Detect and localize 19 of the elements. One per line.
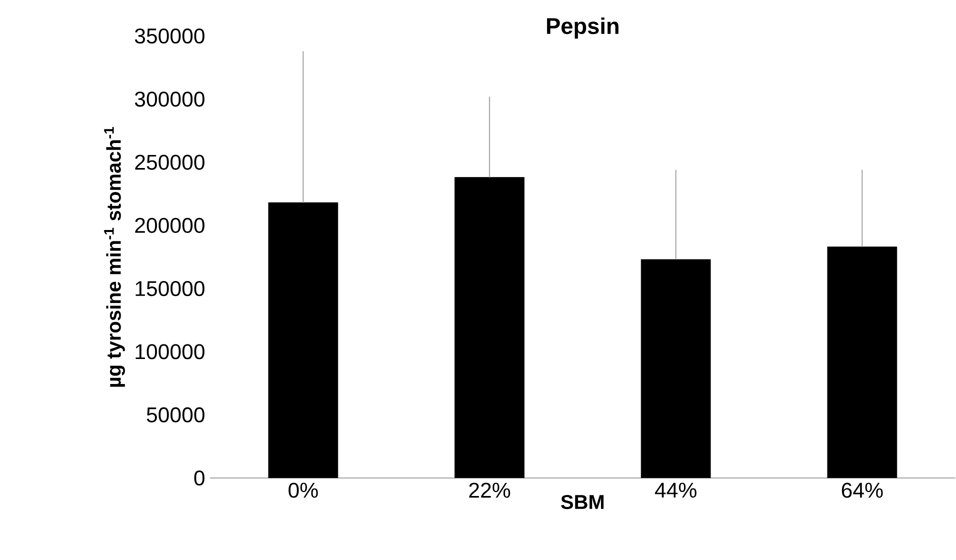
y-tick-label: 350000: [134, 28, 204, 44]
text: µg tyrosine min$^{-1}$ stomach$^{-1}$: [104, 126, 125, 387]
bar: [640, 259, 711, 478]
y-tick-label: 100000: [136, 344, 204, 360]
y-tick-label: 300000: [134, 92, 204, 107]
bar: [827, 246, 898, 478]
chart-title: Pepsin: [547, 17, 618, 39]
bar: [454, 177, 524, 478]
x-tick-label: 44%: [654, 482, 696, 498]
y-tick-label: 150000: [136, 281, 204, 296]
x-tick-label: 64%: [842, 482, 883, 498]
x-tick-label: 22%: [469, 482, 510, 498]
bar: [268, 202, 338, 478]
x-tick-label: 0%: [288, 482, 318, 498]
y-tick-label: 0: [194, 470, 204, 486]
y-tick-label: 50000: [146, 407, 204, 422]
y-tick-label: 250000: [135, 154, 204, 170]
x-axis-title: SBM: [561, 494, 604, 510]
y-tick-label: 200000: [135, 218, 204, 233]
